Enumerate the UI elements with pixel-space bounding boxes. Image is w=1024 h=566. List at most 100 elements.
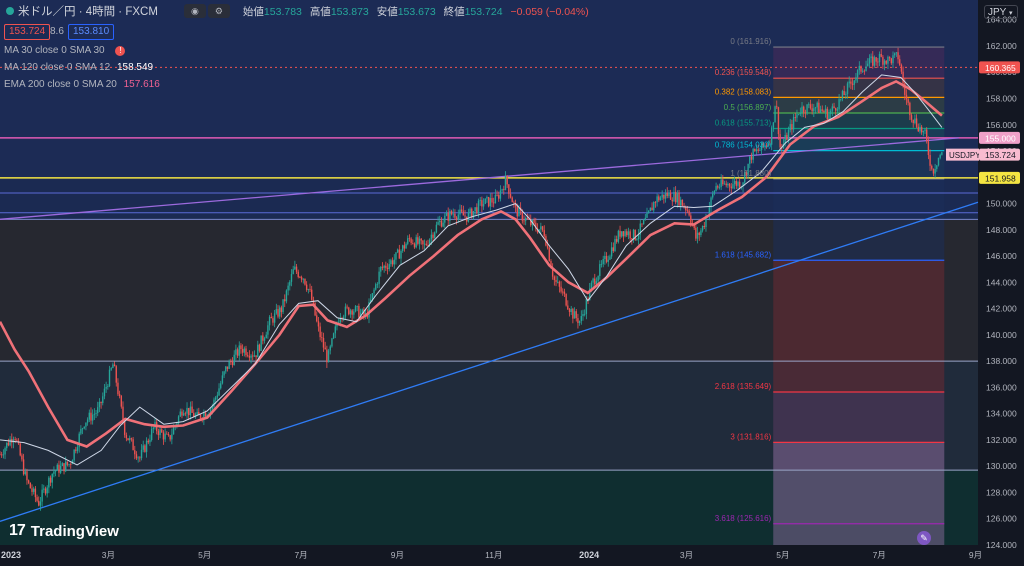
candle-body bbox=[353, 311, 355, 315]
candle-body bbox=[437, 222, 439, 225]
candle-body bbox=[297, 271, 299, 277]
candle-body bbox=[890, 58, 893, 64]
level-tag: 160.365 bbox=[985, 63, 1016, 73]
currency-dropdown[interactable]: JPY ▾ bbox=[984, 5, 1018, 19]
indicator-ema200[interactable]: EMA 200 close 0 SMA 20 157.616 bbox=[4, 79, 160, 90]
candle-body bbox=[685, 207, 687, 211]
candle-body bbox=[252, 355, 254, 357]
candle-body bbox=[580, 316, 582, 322]
candle-body bbox=[786, 134, 788, 140]
candle-body bbox=[565, 293, 567, 306]
candle-body bbox=[789, 124, 791, 130]
fib-label: 3 (131.816) bbox=[730, 432, 771, 441]
candle-body bbox=[331, 338, 333, 347]
candle-body bbox=[295, 266, 298, 272]
candle-body bbox=[558, 281, 561, 287]
candle-body bbox=[305, 284, 308, 290]
candle-body bbox=[826, 108, 828, 120]
candle-body bbox=[543, 230, 545, 237]
candle-body bbox=[831, 106, 834, 111]
candle-body bbox=[835, 107, 837, 111]
candle-body bbox=[936, 165, 938, 169]
candle-body bbox=[462, 211, 465, 216]
candle-body bbox=[514, 202, 517, 207]
settings-icon[interactable]: ⚙ bbox=[207, 4, 230, 18]
ma-30-line bbox=[0, 74, 943, 466]
candle-body bbox=[772, 122, 775, 128]
symbol-title[interactable]: 米ドル／円 · 4時間 · FXCM bbox=[18, 6, 158, 18]
candle-body bbox=[899, 59, 901, 66]
candle-body bbox=[496, 194, 498, 196]
price-axis[interactable]: 164.000162.000160.000158.000156.000154.0… bbox=[986, 15, 1017, 550]
candle-body bbox=[162, 432, 165, 440]
price-tick-label: 144.000 bbox=[986, 277, 1017, 287]
candle-body bbox=[70, 464, 72, 465]
candle-body bbox=[103, 388, 106, 397]
candle-body bbox=[737, 181, 739, 186]
candle-body bbox=[450, 211, 453, 215]
candle-body bbox=[420, 238, 422, 241]
candle-body bbox=[627, 231, 630, 236]
candle-body bbox=[850, 81, 852, 84]
candle-body bbox=[939, 154, 941, 158]
warning-icon[interactable]: ! bbox=[115, 46, 126, 56]
candle-body bbox=[840, 98, 842, 100]
candle-body bbox=[135, 454, 138, 459]
candle-body bbox=[639, 223, 641, 235]
candle-body bbox=[676, 192, 679, 203]
candle-body bbox=[649, 207, 652, 212]
candle-body bbox=[730, 186, 732, 189]
candle-body bbox=[877, 61, 879, 63]
indicator-ma30[interactable]: MA 30 close 0 SMA 30 ! bbox=[4, 45, 126, 56]
candle-body bbox=[504, 175, 507, 190]
candle-body bbox=[653, 202, 655, 211]
buy-button[interactable]: 153.810 bbox=[68, 24, 115, 40]
candle-body bbox=[199, 414, 202, 419]
candle-body bbox=[557, 281, 559, 283]
candle-body bbox=[189, 406, 192, 416]
candle-body bbox=[257, 344, 259, 358]
candle-body bbox=[555, 280, 557, 282]
price-tick-label: 164.000 bbox=[986, 15, 1017, 25]
candle-body bbox=[290, 274, 293, 282]
candle-body bbox=[708, 207, 711, 217]
candle-body bbox=[644, 217, 647, 221]
indicator-ma120[interactable]: MA 120 close 0 SMA 12 158.549 bbox=[4, 62, 154, 73]
candle-body bbox=[858, 65, 861, 71]
candle-body bbox=[130, 438, 133, 440]
sell-button[interactable]: 153.724 bbox=[4, 24, 51, 40]
candle-body bbox=[892, 55, 894, 64]
candle-body bbox=[718, 187, 721, 188]
candle-body bbox=[255, 355, 257, 358]
candle-body bbox=[400, 250, 402, 259]
candle-body bbox=[105, 386, 107, 389]
candle-body bbox=[176, 423, 178, 426]
symbol-tag-bg bbox=[946, 148, 979, 161]
candle-body bbox=[597, 276, 599, 282]
candle-body bbox=[833, 106, 835, 108]
candle-body bbox=[760, 142, 763, 151]
fib-label: 0.786 (154.030) bbox=[715, 141, 772, 150]
time-tick-label: 9月 bbox=[969, 550, 982, 560]
time-axis[interactable]: 2023 3月 5月 7月 9月 11月 2024 3月 5月 7月 9月 bbox=[1, 550, 982, 560]
candle-body bbox=[811, 108, 813, 112]
candle-body bbox=[250, 355, 252, 358]
pencil-icon[interactable]: ✎ bbox=[917, 531, 931, 545]
candle-body bbox=[528, 219, 530, 220]
candle-body bbox=[348, 307, 350, 315]
candle-body bbox=[284, 299, 286, 302]
candle-body bbox=[703, 225, 705, 228]
candle-body bbox=[784, 134, 786, 144]
candle-body bbox=[346, 306, 348, 308]
candle-body bbox=[548, 247, 550, 262]
candle-body bbox=[929, 155, 931, 166]
candle-body bbox=[198, 412, 200, 415]
candle-body bbox=[339, 317, 342, 323]
candle-body bbox=[54, 470, 57, 472]
price-tick-label: 150.000 bbox=[986, 199, 1017, 209]
candle-body bbox=[396, 249, 399, 253]
eye-icon[interactable]: ◉ bbox=[183, 4, 206, 18]
ohlc-values: 始値153.783 高値153.873 安値153.673 終値153.724 … bbox=[242, 5, 589, 18]
candle-body bbox=[457, 214, 459, 220]
